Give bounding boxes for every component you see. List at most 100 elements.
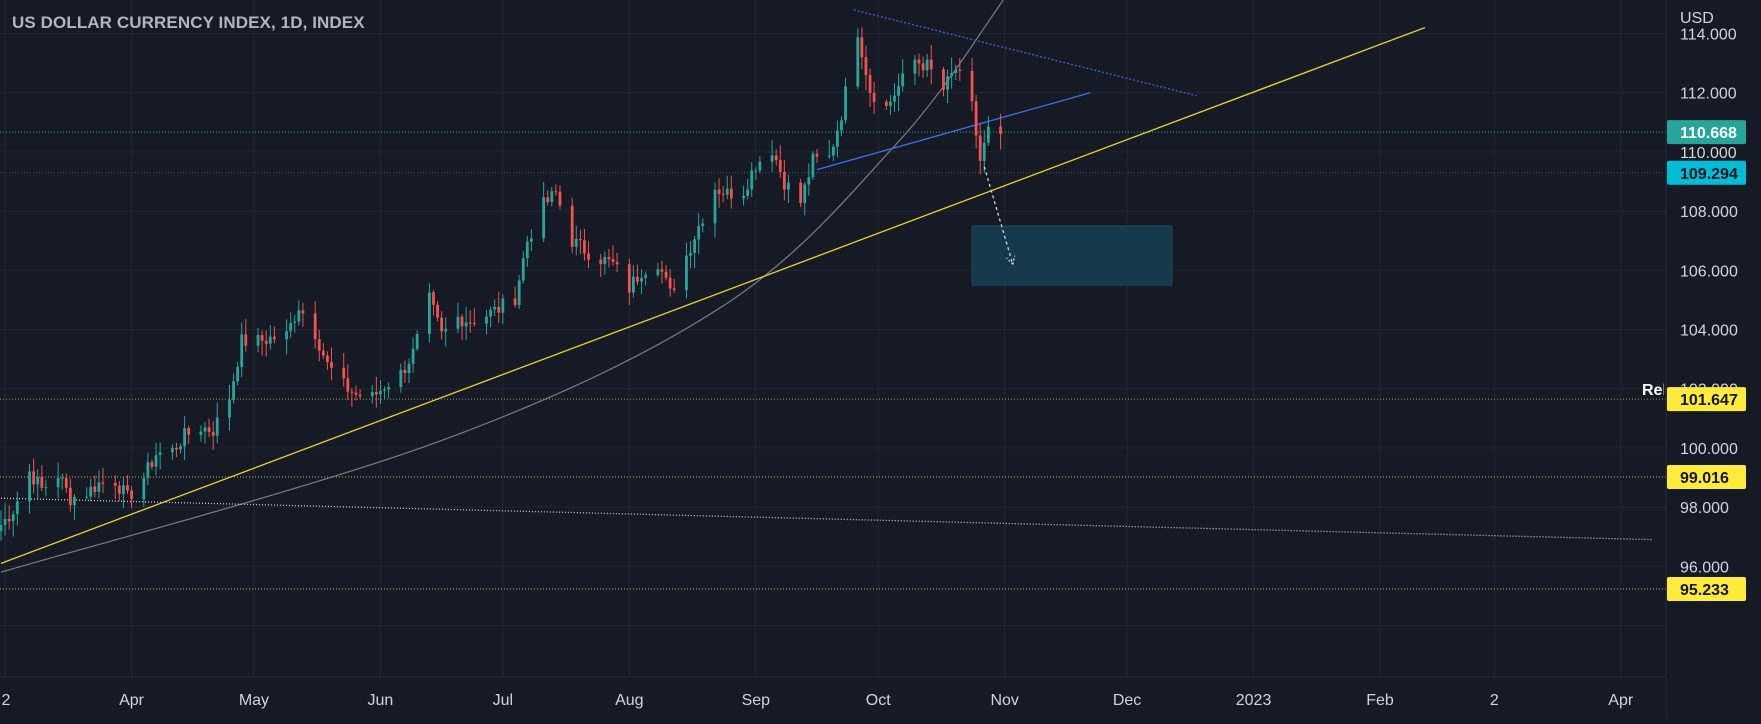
candle-body[interactable] [126, 485, 129, 491]
candle-body[interactable] [999, 126, 1002, 135]
blue-trendline-lower[interactable] [816, 92, 1091, 171]
candle-body[interactable] [150, 462, 154, 467]
candle-body[interactable] [774, 155, 778, 161]
candle-body[interactable] [831, 146, 835, 156]
candle-body[interactable] [770, 155, 774, 162]
candle-body[interactable] [460, 316, 464, 327]
candle-body[interactable] [729, 188, 733, 199]
candle-body[interactable] [978, 135, 982, 161]
candle-body[interactable] [158, 452, 162, 456]
candle-body[interactable] [350, 391, 354, 393]
candle-body[interactable] [942, 69, 945, 90]
candle-body[interactable] [615, 261, 619, 265]
time-axis[interactable]: 2 Apr May Jun Jul Aug Sep Oct Nov Dec 2023 Feb 2 Apr [0, 676, 1666, 719]
candle-body[interactable] [746, 189, 750, 196]
candle-body[interactable] [199, 431, 203, 435]
candle-body[interactable] [399, 369, 403, 388]
blue-trendline-upper[interactable] [853, 9, 1197, 97]
candle-body[interactable] [370, 392, 374, 397]
candle-body[interactable] [530, 238, 533, 242]
candle-body[interactable] [117, 485, 121, 494]
candle-body[interactable] [897, 86, 900, 96]
candle-body[interactable] [807, 177, 811, 185]
candle-body[interactable] [326, 355, 329, 363]
candle-body[interactable] [550, 191, 554, 202]
candle-body[interactable] [546, 197, 550, 202]
candle-body[interactable] [68, 487, 72, 506]
candle-body[interactable] [407, 363, 411, 373]
candle-body[interactable] [142, 478, 146, 500]
yellow-trendline[interactable] [0, 26, 1426, 564]
candle-body[interactable] [811, 153, 815, 178]
candle-body[interactable] [122, 485, 125, 494]
candle-body[interactable] [293, 321, 297, 324]
candle-body[interactable] [672, 288, 676, 291]
candle-body[interactable] [415, 334, 419, 349]
candle-body[interactable] [754, 170, 758, 172]
candle-body[interactable] [211, 431, 215, 436]
candle-body[interactable] [7, 518, 11, 522]
candle-body[interactable] [411, 348, 415, 364]
candle-body[interactable] [354, 392, 358, 395]
candle-body[interactable] [489, 309, 492, 317]
candle-body[interactable] [627, 264, 631, 293]
candle-body[interactable] [146, 462, 150, 479]
candle-body[interactable] [554, 191, 558, 193]
candle-body[interactable] [517, 280, 521, 305]
candle-body[interactable] [387, 387, 390, 390]
candle-body[interactable] [428, 292, 431, 335]
candle-body[interactable] [815, 153, 819, 157]
candle-body[interactable] [285, 331, 288, 340]
candle-body[interactable] [170, 448, 174, 453]
candle-body[interactable] [717, 189, 721, 194]
candle-body[interactable] [656, 269, 660, 275]
candle-body[interactable] [228, 399, 231, 418]
price-label[interactable]: 110.668 [1667, 120, 1746, 145]
candle-body[interactable] [929, 59, 933, 70]
candle-body[interactable] [856, 37, 860, 87]
candle-body[interactable] [644, 274, 648, 278]
candle-body[interactable] [64, 477, 68, 488]
candle-body[interactable] [925, 59, 929, 71]
candle-body[interactable] [268, 336, 272, 344]
candle-body[interactable] [73, 496, 76, 506]
candle-body[interactable] [93, 486, 97, 492]
candle-body[interactable] [782, 172, 786, 190]
candle-body[interactable] [260, 335, 264, 341]
candle-body[interactable] [742, 195, 745, 199]
candle-body[interactable] [685, 255, 688, 291]
candle-body[interactable] [750, 170, 754, 190]
candle-body[interactable] [713, 189, 717, 224]
candle-body[interactable] [432, 292, 435, 305]
candle-body[interactable] [97, 482, 101, 492]
candle-body[interactable] [468, 322, 472, 324]
candle-body[interactable] [542, 197, 546, 239]
candle-body[interactable] [701, 223, 705, 227]
candle-body[interactable] [603, 257, 607, 265]
candle-body[interactable] [525, 241, 529, 259]
candle-body[interactable] [456, 316, 460, 329]
white-dotted-line[interactable] [0, 497, 1654, 541]
candle-body[interactable] [986, 126, 990, 143]
candle-body[interactable] [56, 478, 60, 488]
price-axis[interactable]: 96.00098.000100.000102.000104.000106.000… [1665, 0, 1761, 719]
candle-body[interactable] [758, 161, 762, 171]
candle-body[interactable] [950, 73, 954, 77]
candle-body[interactable] [3, 518, 7, 526]
candle-body[interactable] [587, 253, 590, 260]
candle-body[interactable] [513, 298, 517, 305]
candle-body[interactable] [921, 63, 925, 71]
candle-body[interactable] [240, 334, 244, 367]
candle-body[interactable] [901, 73, 905, 87]
candle-body[interactable] [864, 57, 868, 76]
candle-body[interactable] [872, 92, 876, 102]
candle-body[interactable] [787, 182, 790, 190]
candle-body[interactable] [40, 477, 44, 488]
candle-body[interactable] [346, 378, 350, 392]
candle-body[interactable] [175, 448, 178, 450]
candle-body[interactable] [889, 101, 892, 106]
candle-body[interactable] [444, 328, 448, 332]
candle-body[interactable] [860, 37, 864, 58]
